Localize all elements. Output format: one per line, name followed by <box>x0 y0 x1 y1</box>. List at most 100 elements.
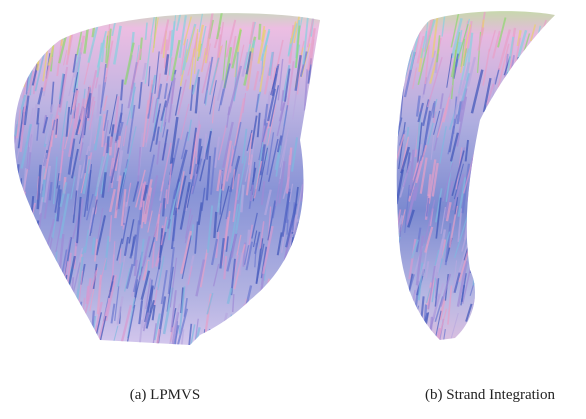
hair-strand <box>316 56 320 98</box>
hair-strand <box>324 184 325 200</box>
hair-strand <box>489 230 496 254</box>
hair-strand <box>51 275 53 297</box>
hair-strand <box>552 178 558 201</box>
hair-strand <box>478 225 487 266</box>
hair-strand <box>14 164 18 208</box>
hair-strand <box>406 306 419 350</box>
hair-strand <box>549 107 558 148</box>
hair-strand <box>38 16 44 62</box>
hair-strand <box>207 329 210 359</box>
hair-strand <box>46 284 53 317</box>
hair-strand <box>322 102 328 150</box>
hair-strand <box>303 170 311 217</box>
hair-strand <box>480 242 485 264</box>
hair-strand <box>530 130 534 152</box>
hair-strand <box>522 104 525 139</box>
hair-strand <box>265 292 272 328</box>
hair-strand <box>12 276 18 302</box>
hair-strand <box>51 283 55 328</box>
hair-strand <box>8 111 13 131</box>
hair-strand <box>45 314 48 339</box>
hair-strand <box>504 85 511 115</box>
hair-strand <box>547 273 552 301</box>
hair-strand <box>508 160 516 207</box>
hair-strand <box>393 295 398 337</box>
hair-strand <box>537 163 546 199</box>
hair-strand <box>306 261 308 280</box>
hair-strand <box>326 185 328 206</box>
hair-strand <box>550 313 555 331</box>
hair-strand <box>40 307 46 340</box>
hair-strand <box>501 264 507 306</box>
hair-strand <box>416 325 427 368</box>
hair-strand <box>319 216 323 247</box>
hair-strand <box>311 211 312 228</box>
hair-strand <box>531 321 535 370</box>
hair-strand <box>49 16 53 33</box>
hair-strand <box>540 187 542 214</box>
hair-strand <box>305 107 314 153</box>
hair-strand <box>15 291 20 334</box>
hair-strand <box>308 292 318 341</box>
hair-strand <box>468 321 477 352</box>
hair-strand <box>555 206 560 227</box>
hair-strand <box>31 11 37 45</box>
hair-strand <box>31 32 34 59</box>
panel-a-image <box>0 0 340 374</box>
hair-strand <box>305 325 307 343</box>
hair-strand <box>470 245 476 273</box>
hair-strand <box>259 24 260 40</box>
hair-strand <box>14 93 16 117</box>
hair-strand <box>404 309 408 335</box>
hair-strand <box>520 145 526 189</box>
hair-strand <box>21 48 26 82</box>
hair-strand <box>315 120 320 147</box>
hair-strand <box>243 304 247 353</box>
hair-strand <box>532 222 542 262</box>
hair-strand <box>163 198 164 216</box>
hair-strand <box>31 258 37 288</box>
hair-strand <box>308 86 314 123</box>
hair-strand <box>533 60 540 94</box>
hair-strand <box>537 186 542 227</box>
hair-strand <box>48 255 49 279</box>
hair-strand <box>64 282 67 306</box>
hair-strand <box>507 77 515 111</box>
hair-strand <box>554 288 558 312</box>
hair-strand <box>490 277 495 318</box>
hair-strand <box>110 137 111 156</box>
hair-strand <box>528 179 533 212</box>
hair-strand <box>17 269 20 303</box>
hair-strand <box>536 261 545 309</box>
hair-strand <box>554 213 556 230</box>
hair-strand <box>397 302 406 340</box>
hair-strand <box>240 327 243 361</box>
hair-strand <box>70 312 74 333</box>
hair-strand <box>395 237 400 253</box>
hair-strand <box>490 143 498 172</box>
hair-strand <box>469 226 474 250</box>
hair-strand <box>398 329 410 371</box>
hair-strand <box>12 78 18 103</box>
caption: (b) Strand Integration <box>425 387 555 403</box>
hair-strand <box>554 321 557 352</box>
hair-strand <box>39 280 49 323</box>
hair-strand <box>56 309 63 358</box>
hair-strand <box>493 200 506 250</box>
hair-strand <box>509 245 515 278</box>
hair-strand <box>16 34 21 56</box>
hair-strand <box>498 154 501 174</box>
hair-strand <box>299 285 307 326</box>
hair-strand <box>274 278 280 318</box>
hair-strand <box>31 314 34 337</box>
hair-strand <box>400 305 405 342</box>
hair-strand <box>67 298 72 327</box>
hair-strand <box>550 222 556 271</box>
hair-strand <box>504 139 510 162</box>
hair-strand <box>16 78 18 98</box>
caption: (a) LPMVS <box>130 387 200 403</box>
hair-strand <box>39 15 43 36</box>
hair-strand <box>391 81 395 122</box>
hair-strand <box>498 156 503 189</box>
hair-strand <box>516 153 520 173</box>
